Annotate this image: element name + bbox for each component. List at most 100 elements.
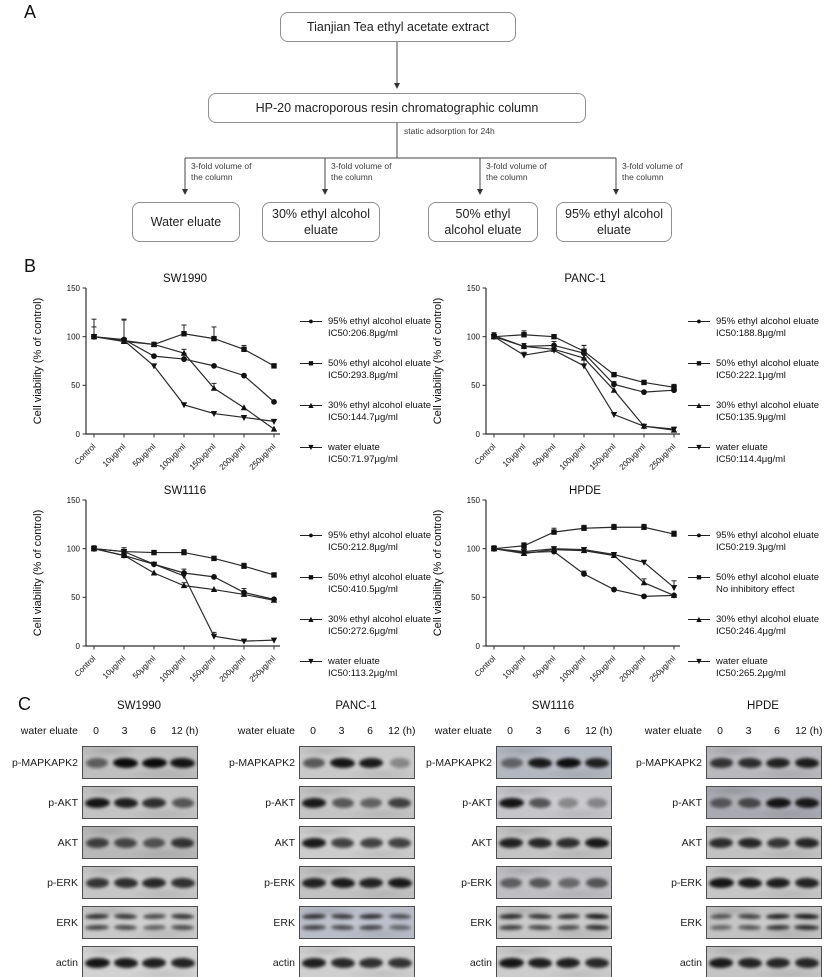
- protein-band: [738, 797, 762, 808]
- x-tick-label: 50μg/ml: [531, 442, 558, 469]
- data-point-marker: [520, 549, 528, 556]
- data-point-marker: [181, 549, 187, 556]
- protein-band: [387, 877, 413, 888]
- data-point-marker: [490, 546, 498, 553]
- treatment-label: water eluate: [237, 725, 295, 737]
- panel-c-label: C: [18, 694, 31, 714]
- flowchart-box-column: HP-20 macroporous resin chromatographic …: [208, 93, 586, 123]
- legend-entry: ▼ water eluate IC50:265.2μg/ml: [688, 656, 824, 679]
- protein-label: ERK: [470, 916, 492, 929]
- data-point-marker: [120, 549, 128, 556]
- protein-band: [331, 913, 355, 919]
- protein-band: [527, 757, 553, 768]
- branch-note-line1: 3-fold volume of: [191, 161, 252, 171]
- square-marker-icon: ■: [688, 572, 710, 584]
- treatment-header: water eluate 0 3 6 12 (h): [6, 725, 202, 741]
- protein-band: [499, 913, 524, 919]
- legend-series-name: 95% ethyl alcohol eluate: [716, 530, 819, 541]
- legend-text: 30% ethyl alcohol eluate IC50:272.6μg/ml: [328, 614, 431, 637]
- triangle-glyph: ▲: [306, 400, 316, 411]
- protein-band: [556, 913, 581, 919]
- protein-band: [500, 757, 523, 768]
- legend-ic50: IC50:114.4μg/ml: [716, 454, 786, 466]
- blot-texture: [83, 907, 197, 938]
- data-point-marker: [90, 546, 98, 553]
- blot-group-sw1990: SW1990 water eluate 0 3 6 12 (h) p-MAPKAPK2 p-A…: [6, 700, 202, 977]
- blot-image: [496, 906, 612, 939]
- protein-band: [555, 957, 581, 968]
- blot-image: [706, 906, 822, 939]
- branch-note-line1: 3-fold volume of: [486, 161, 547, 171]
- protein-band: [527, 837, 552, 848]
- protein-band: [330, 957, 355, 968]
- timepoint-label: 12 (h): [388, 725, 416, 737]
- triangle-glyph: ▲: [694, 400, 704, 411]
- blot-row: p-MAPKAPK2: [420, 746, 616, 779]
- protein-band: [331, 924, 355, 930]
- blot-row: AKT: [630, 826, 824, 859]
- data-point-marker: [151, 549, 157, 556]
- protein-label: AKT: [471, 836, 492, 849]
- panel-b-label: B: [24, 256, 37, 276]
- blot-group-sw1116: SW1116 water eluate 0 3 6 12 (h) p-MAPKAPK2 p-A…: [420, 700, 616, 977]
- protein-band: [86, 757, 109, 768]
- protein-band: [766, 924, 791, 930]
- protein-label: p-AKT: [462, 796, 492, 809]
- protein-band: [85, 924, 110, 930]
- protein-band: [141, 957, 167, 968]
- legend-line: [688, 577, 710, 579]
- square-glyph: ■: [308, 572, 314, 583]
- data-point-marker: [611, 524, 617, 530]
- protein-band: [142, 877, 167, 888]
- protein-label: p-ERK: [264, 876, 295, 889]
- legend-line: [300, 447, 322, 449]
- blot-row: p-AKT: [6, 786, 202, 819]
- data-point-marker: [670, 585, 678, 592]
- blot-row: p-MAPKAPK2: [6, 746, 202, 779]
- y-tick-label: 150: [67, 284, 81, 293]
- protein-band: [388, 924, 411, 930]
- protein-band: [171, 797, 194, 808]
- blot-row: p-AKT: [223, 786, 419, 819]
- blot-row: actin: [223, 946, 419, 977]
- protein-band: [584, 837, 610, 848]
- x-tick-label: Control: [73, 654, 98, 679]
- legend-text: 95% ethyl alcohol eluate IC50:188.8μg/ml: [716, 316, 819, 339]
- protein-band: [556, 837, 581, 848]
- x-tick-label: 150μg/ml: [188, 654, 218, 684]
- legend-ic50: IC50:144.7μg/ml: [328, 411, 398, 423]
- blot-row: AKT: [420, 826, 616, 859]
- data-point-marker: [271, 572, 277, 578]
- branch-note-line2: the column: [191, 172, 233, 183]
- protein-band: [766, 837, 791, 848]
- chart-title: HPDE: [569, 485, 601, 497]
- legend-series-name: water eluate: [716, 656, 768, 668]
- blot-row: p-MAPKAPK2: [630, 746, 824, 779]
- legend-line: [300, 661, 322, 663]
- triangle-down-marker-icon: ▼: [300, 442, 322, 454]
- protein-label: p-ERK: [47, 876, 78, 889]
- x-tick-label: 200μg/ml: [218, 654, 248, 684]
- data-point-marker: [180, 349, 188, 356]
- data-point-marker: [520, 342, 528, 349]
- legend-line: [688, 661, 710, 663]
- protein-band: [555, 757, 581, 768]
- x-tick-label: 250μg/ml: [248, 442, 278, 472]
- x-tick-label: 250μg/ml: [648, 442, 678, 472]
- blot-row: ERK: [420, 906, 616, 939]
- protein-label: AKT: [681, 836, 702, 849]
- protein-label: actin: [469, 956, 492, 969]
- flowchart-box-50-eluate: 50% ethyl alcohol eluate: [428, 202, 538, 242]
- protein-band: [737, 757, 762, 768]
- timepoint-label: 0: [717, 725, 723, 737]
- legend-line: [300, 535, 322, 536]
- y-tick-label: 0: [476, 430, 481, 439]
- blot-image: [82, 746, 198, 779]
- protein-band: [170, 757, 196, 768]
- data-point-marker: [151, 353, 157, 360]
- protein-label: ERK: [56, 916, 78, 929]
- protein-label: ERK: [680, 916, 702, 929]
- data-point-marker: [641, 379, 647, 386]
- legend-sw1116: ● 95% ethyl alcohol eluate IC50:212.8μg/ml…: [300, 530, 452, 699]
